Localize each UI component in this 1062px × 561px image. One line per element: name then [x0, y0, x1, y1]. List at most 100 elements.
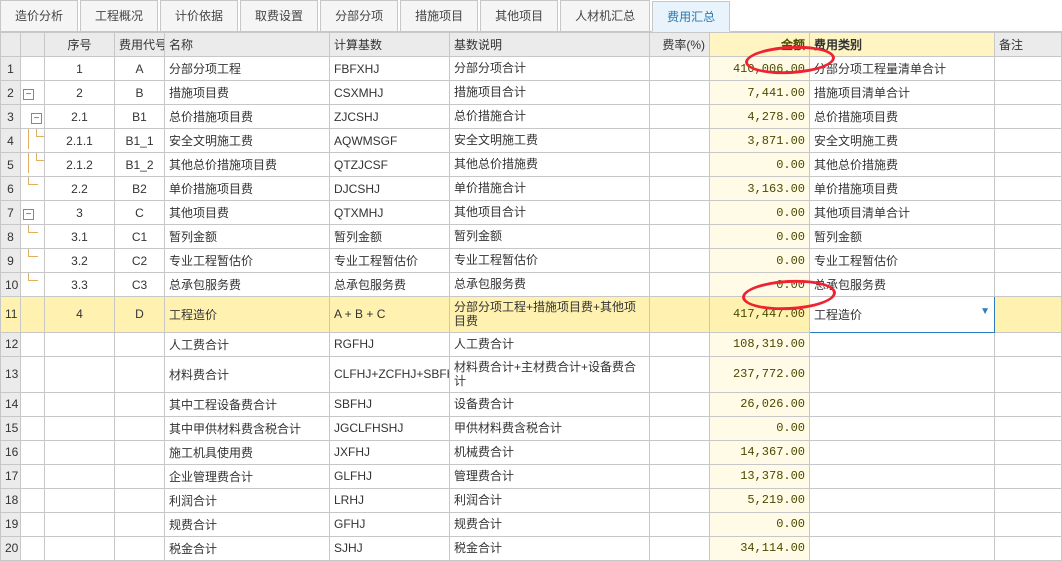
table-row[interactable]: 18利润合计LRHJ利润合计5,219.00: [1, 488, 1062, 512]
cell-basis[interactable]: 专业工程暂估价: [330, 249, 450, 273]
cell-rate[interactable]: [650, 512, 710, 536]
cell-name[interactable]: 施工机具使用费: [165, 440, 330, 464]
cell-rate[interactable]: [650, 392, 710, 416]
cell-note[interactable]: [995, 273, 1062, 297]
cell-amount[interactable]: 7,441.00: [710, 81, 810, 105]
cell-code[interactable]: B1_1: [115, 129, 165, 153]
cell-code[interactable]: B: [115, 81, 165, 105]
cell-category[interactable]: 总承包服务费: [810, 273, 995, 297]
cell-basis[interactable]: CSXMHJ: [330, 81, 450, 105]
cell-desc[interactable]: 利润合计: [450, 488, 650, 512]
cell-seq[interactable]: [45, 536, 115, 560]
cell-name[interactable]: 措施项目费: [165, 81, 330, 105]
cell-seq[interactable]: 2.1.2: [45, 153, 115, 177]
cell-category[interactable]: [810, 416, 995, 440]
cell-amount[interactable]: 410,006.00: [710, 57, 810, 81]
cell-name[interactable]: 人工费合计: [165, 332, 330, 356]
cell-basis[interactable]: DJCSHJ: [330, 177, 450, 201]
cell-note[interactable]: [995, 57, 1062, 81]
table-row[interactable]: 62.2B2单价措施项目费DJCSHJ单价措施合计3,163.00单价措施项目费: [1, 177, 1062, 201]
cell-category[interactable]: [810, 332, 995, 356]
cell-amount[interactable]: 0.00: [710, 273, 810, 297]
table-row[interactable]: 52.1.2B1_2其他总价措施项目费QTZJCSF其他总价措施费0.00其他总…: [1, 153, 1062, 177]
cell-note[interactable]: [995, 225, 1062, 249]
cell-basis[interactable]: FBFXHJ: [330, 57, 450, 81]
table-row[interactable]: 2−2B措施项目费CSXMHJ措施项目合计7,441.00措施项目清单合计: [1, 81, 1062, 105]
header-name[interactable]: 名称: [165, 33, 330, 57]
table-row[interactable]: 12人工费合计RGFHJ人工费合计108,319.00: [1, 332, 1062, 356]
cell-code[interactable]: [115, 440, 165, 464]
cell-note[interactable]: [995, 416, 1062, 440]
cell-amount[interactable]: 4,278.00: [710, 105, 810, 129]
cell-seq[interactable]: [45, 512, 115, 536]
cell-category[interactable]: 专业工程暂估价: [810, 249, 995, 273]
cell-desc[interactable]: 专业工程暂估价: [450, 249, 650, 273]
cell-name[interactable]: 单价措施项目费: [165, 177, 330, 201]
cell-seq[interactable]: [45, 332, 115, 356]
cell-amount[interactable]: 0.00: [710, 225, 810, 249]
cell-code[interactable]: C1: [115, 225, 165, 249]
cell-basis[interactable]: QTXMHJ: [330, 201, 450, 225]
cell-code[interactable]: [115, 332, 165, 356]
table-row[interactable]: 83.1C1暂列金额暂列金额暂列金额0.00暂列金额: [1, 225, 1062, 249]
cell-name[interactable]: 企业管理费合计: [165, 464, 330, 488]
tab-6[interactable]: 其他项目: [480, 0, 558, 31]
cell-amount[interactable]: 26,026.00: [710, 392, 810, 416]
cell-category[interactable]: 单价措施项目费: [810, 177, 995, 201]
cell-rate[interactable]: [650, 273, 710, 297]
cell-seq[interactable]: [45, 488, 115, 512]
cell-code[interactable]: [115, 416, 165, 440]
tab-5[interactable]: 措施项目: [400, 0, 478, 31]
cell-rate[interactable]: [650, 81, 710, 105]
cell-note[interactable]: [995, 512, 1062, 536]
cell-amount[interactable]: 34,114.00: [710, 536, 810, 560]
table-row[interactable]: 14其中工程设备费合计SBFHJ设备费合计26,026.00: [1, 392, 1062, 416]
cell-seq[interactable]: [45, 356, 115, 392]
cell-seq[interactable]: [45, 392, 115, 416]
cell-desc[interactable]: 其他项目合计: [450, 201, 650, 225]
table-row[interactable]: 16施工机具使用费JXFHJ机械费合计14,367.00: [1, 440, 1062, 464]
cell-name[interactable]: 其他项目费: [165, 201, 330, 225]
cell-note[interactable]: [995, 153, 1062, 177]
chevron-down-icon[interactable]: ▼: [980, 306, 990, 317]
cell-rate[interactable]: [650, 440, 710, 464]
cell-basis[interactable]: SBFHJ: [330, 392, 450, 416]
cell-rate[interactable]: [650, 249, 710, 273]
cell-rate[interactable]: [650, 57, 710, 81]
cell-code[interactable]: D: [115, 297, 165, 333]
cell-code[interactable]: [115, 512, 165, 536]
table-row[interactable]: 20税金合计SJHJ税金合计34,114.00: [1, 536, 1062, 560]
cell-category[interactable]: [810, 464, 995, 488]
cell-category[interactable]: 分部分项工程量清单合计: [810, 57, 995, 81]
cell-code[interactable]: C3: [115, 273, 165, 297]
cell-category[interactable]: [810, 488, 995, 512]
cell-name[interactable]: 利润合计: [165, 488, 330, 512]
cell-desc[interactable]: 安全文明施工费: [450, 129, 650, 153]
cell-seq[interactable]: 3.3: [45, 273, 115, 297]
cell-category[interactable]: 总价措施项目费: [810, 105, 995, 129]
header-note[interactable]: 备注: [995, 33, 1062, 57]
cell-code[interactable]: A: [115, 57, 165, 81]
cell-desc[interactable]: 分部分项工程+措施项目费+其他项目费: [450, 297, 650, 333]
cell-rate[interactable]: [650, 464, 710, 488]
cell-amount[interactable]: 0.00: [710, 201, 810, 225]
cell-note[interactable]: [995, 440, 1062, 464]
cell-code[interactable]: B2: [115, 177, 165, 201]
cell-desc[interactable]: 单价措施合计: [450, 177, 650, 201]
tab-4[interactable]: 分部分项: [320, 0, 398, 31]
collapse-icon[interactable]: −: [23, 209, 34, 220]
cell-name[interactable]: 规费合计: [165, 512, 330, 536]
cell-amount[interactable]: 0.00: [710, 512, 810, 536]
cell-note[interactable]: [995, 249, 1062, 273]
cell-category[interactable]: [810, 536, 995, 560]
cell-rate[interactable]: [650, 416, 710, 440]
header-basis[interactable]: 计算基数: [330, 33, 450, 57]
tab-2[interactable]: 计价依据: [160, 0, 238, 31]
header-category[interactable]: 费用类别: [810, 33, 995, 57]
cell-code[interactable]: C: [115, 201, 165, 225]
cell-rate[interactable]: [650, 297, 710, 333]
collapse-icon[interactable]: −: [31, 113, 42, 124]
cell-seq[interactable]: 4: [45, 297, 115, 333]
header-rate[interactable]: 费率(%): [650, 33, 710, 57]
cell-desc[interactable]: 总价措施合计: [450, 105, 650, 129]
